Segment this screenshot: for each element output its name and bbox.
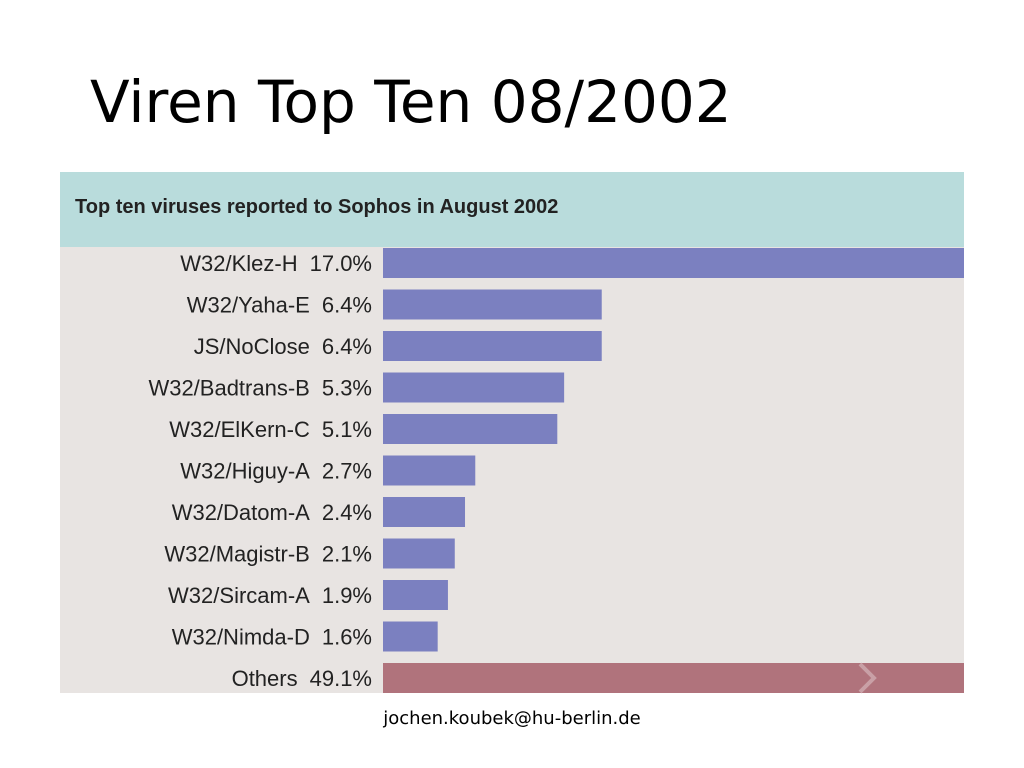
value-label: 6.4% bbox=[322, 334, 372, 359]
bar-label: W32/Nimda-D 1.6% bbox=[172, 625, 372, 650]
bar-label: W32/ElKern-C 5.1% bbox=[169, 417, 372, 442]
bar-label: W32/Higuy-A 2.7% bbox=[180, 459, 372, 484]
bar-label: W32/Sircam-A 1.9% bbox=[168, 583, 372, 608]
bar-label: Others 49.1% bbox=[232, 666, 372, 691]
bar bbox=[383, 538, 455, 569]
value-label: 5.3% bbox=[322, 376, 372, 401]
bar-label: W32/Datom-A 2.4% bbox=[172, 500, 372, 525]
category-label: JS/NoClose bbox=[194, 334, 310, 359]
footer: jochen.koubek@hu-berlin.de bbox=[382, 708, 641, 729]
bar-label: W32/Yaha-E 6.4% bbox=[187, 293, 372, 318]
value-label: 6.4% bbox=[322, 293, 372, 318]
bars bbox=[383, 248, 964, 693]
category-label: W32/Nimda-D bbox=[172, 625, 310, 650]
category-label: W32/Datom-A bbox=[172, 500, 310, 525]
bar bbox=[383, 248, 964, 278]
bar-label: W32/Badtrans-B 5.3% bbox=[148, 376, 372, 401]
bar bbox=[383, 372, 565, 403]
value-label: 17.0% bbox=[310, 251, 372, 276]
bar bbox=[383, 663, 964, 693]
slide-title: Viren Top Ten 08/2002 bbox=[90, 68, 732, 136]
category-label: Others bbox=[232, 666, 298, 691]
bar bbox=[383, 455, 476, 486]
chart-header bbox=[60, 172, 964, 247]
category-label: W32/ElKern-C bbox=[169, 417, 310, 442]
category-label: W32/Higuy-A bbox=[180, 459, 310, 484]
value-label: 5.1% bbox=[322, 417, 372, 442]
value-label: 2.1% bbox=[322, 542, 372, 567]
bar bbox=[383, 580, 448, 610]
category-label: W32/Klez-H bbox=[180, 251, 297, 276]
value-label: 1.9% bbox=[322, 583, 372, 608]
value-label: 2.7% bbox=[322, 459, 372, 484]
bar bbox=[383, 414, 558, 444]
bar bbox=[383, 497, 466, 527]
bar-label: W32/Magistr-B 2.1% bbox=[164, 542, 372, 567]
bar bbox=[383, 289, 602, 320]
value-label: 2.4% bbox=[322, 500, 372, 525]
chevron bbox=[858, 662, 877, 694]
chart-title: Top ten viruses reported to Sophos in Au… bbox=[75, 196, 558, 218]
bar-label: JS/NoClose 6.4% bbox=[194, 334, 372, 359]
category-label: W32/Magistr-B bbox=[164, 542, 309, 567]
bar bbox=[383, 621, 438, 652]
value-label: 1.6% bbox=[322, 625, 372, 650]
bar bbox=[383, 331, 602, 361]
category-label: W32/Badtrans-B bbox=[148, 376, 309, 401]
value-label: 49.1% bbox=[310, 666, 372, 691]
category-label: W32/Yaha-E bbox=[187, 293, 310, 318]
category-label: W32/Sircam-A bbox=[168, 583, 310, 608]
bar-label: W32/Klez-H 17.0% bbox=[180, 251, 372, 276]
